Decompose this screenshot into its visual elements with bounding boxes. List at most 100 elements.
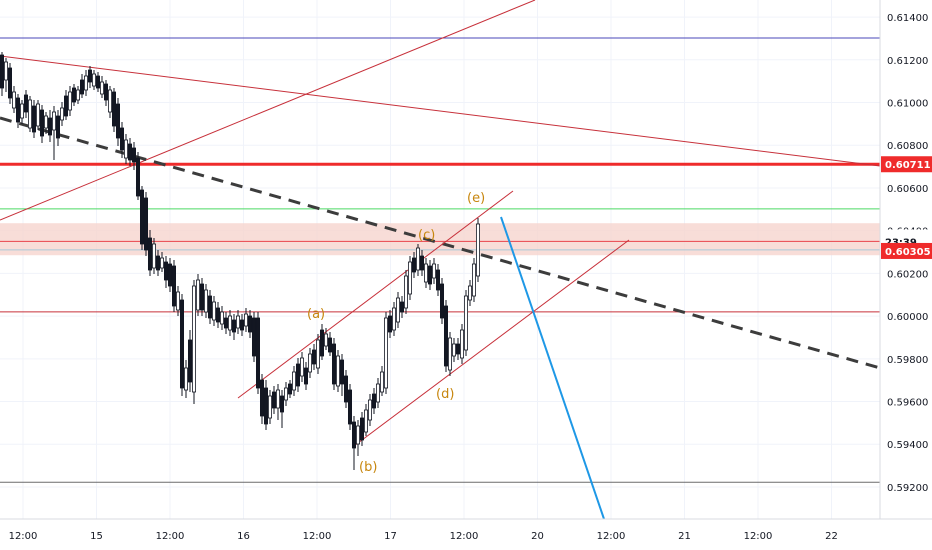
candle-body-down	[411, 257, 416, 273]
candle-body-down	[419, 255, 424, 271]
candle	[64, 90, 69, 120]
candle	[451, 338, 456, 362]
candle-body-down	[88, 69, 93, 83]
blue-projection-line[interactable]	[500, 216, 605, 520]
candle-body-up	[395, 297, 400, 323]
candle-body-up	[383, 317, 388, 389]
candle-body-down	[251, 317, 256, 357]
candle	[72, 84, 77, 106]
candle-body-down	[287, 383, 292, 395]
candle	[271, 386, 276, 414]
long-red-trendline-descending[interactable]	[0, 55, 881, 167]
candle-body-up	[367, 399, 372, 421]
candle	[283, 382, 288, 406]
y-tick-label: 0.60600	[887, 184, 928, 195]
candle	[219, 306, 224, 330]
candle-body-up	[183, 367, 188, 391]
y-tick-label: 0.59600	[887, 398, 928, 409]
candle-body-up	[475, 223, 480, 277]
candle	[27, 96, 32, 132]
time-axis[interactable]: 12:00 15 12:00 16 12:00 17 12:00 20 12:00 21 12:00…	[9, 531, 838, 542]
candle-body-down	[435, 269, 440, 291]
candle	[84, 70, 89, 96]
long-red-trendline-ascending[interactable]	[0, 0, 536, 221]
candle	[112, 88, 117, 132]
x-tick-label: 12:00	[9, 531, 38, 542]
candle-body-up	[275, 389, 280, 409]
candle	[387, 310, 392, 338]
candle-body-down	[179, 299, 184, 389]
x-tick-label: 20	[531, 531, 544, 542]
candle	[263, 380, 268, 430]
x-tick-label: 12:00	[597, 531, 626, 542]
x-tick-label: 21	[678, 531, 691, 542]
candle	[187, 330, 192, 392]
candle-body-down	[255, 317, 260, 389]
candle	[315, 334, 320, 374]
candle-body-down	[327, 337, 332, 353]
x-tick-label: 17	[384, 531, 397, 542]
candle-body-down	[0, 54, 4, 89]
candle-body-down	[303, 367, 308, 385]
candle	[291, 366, 296, 396]
candle-body-up	[315, 339, 320, 369]
candle-body-down	[199, 283, 204, 311]
candle-body-up	[423, 263, 428, 283]
candle-body-up	[335, 355, 340, 387]
candle-body-up	[307, 353, 312, 373]
dashed-trendline[interactable]	[0, 116, 881, 370]
candle-body-up	[243, 313, 248, 327]
candle	[419, 250, 424, 276]
candle	[423, 258, 428, 288]
candle	[287, 380, 292, 398]
candle-body-up	[235, 315, 240, 329]
candle-body-up	[195, 279, 200, 311]
candle-body-down	[347, 389, 352, 425]
candle-body-up	[391, 307, 396, 331]
candle	[443, 300, 448, 372]
candle	[147, 230, 152, 276]
candle-body-down	[72, 87, 77, 103]
wave-label-b: (b)	[359, 460, 377, 475]
candle-body-up	[68, 91, 73, 111]
channel-upper-line[interactable]	[237, 190, 514, 399]
price-tag-label: 0.60305	[885, 247, 931, 258]
candle	[447, 332, 452, 376]
candle-body-up	[52, 111, 57, 131]
candle-body-up	[467, 285, 472, 301]
candle	[116, 98, 121, 146]
candle	[60, 102, 65, 126]
candle-body-down	[351, 421, 356, 449]
candle	[411, 252, 416, 278]
candle	[163, 256, 168, 288]
candle-body-down	[259, 379, 264, 417]
candle-body-up	[283, 387, 288, 401]
candle-body-up	[44, 115, 49, 129]
zone-rect[interactable]	[0, 223, 880, 256]
y-tick-label: 0.61000	[887, 99, 928, 110]
candle	[415, 244, 420, 276]
candle	[331, 338, 336, 390]
candle	[247, 310, 252, 338]
candle	[431, 258, 436, 284]
channel-lower-line[interactable]	[353, 239, 630, 447]
candle	[15, 94, 20, 128]
y-tick-label: 0.61200	[887, 56, 928, 67]
x-tick-label: 15	[90, 531, 103, 542]
candle	[175, 286, 180, 316]
candle-body-down	[359, 417, 364, 441]
candle	[455, 338, 460, 360]
candle	[375, 378, 380, 408]
candle	[355, 420, 360, 456]
wave-labels: (a) (b) (c) (d) (e)	[307, 191, 485, 475]
candle-body-down	[96, 75, 101, 89]
candle-body-down	[104, 83, 109, 101]
candle	[7, 63, 12, 104]
candle-body-up	[36, 103, 41, 127]
wave-label-d: (d)	[436, 387, 454, 402]
candle	[363, 404, 368, 436]
candle	[255, 312, 260, 394]
